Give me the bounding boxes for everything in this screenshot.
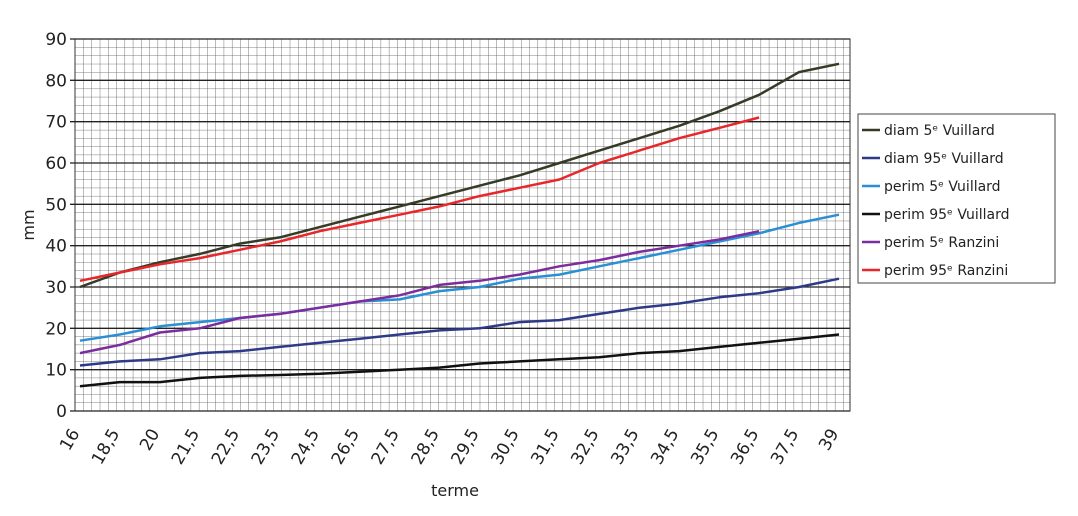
- series-line: [79, 333, 840, 388]
- legend-label: perim 5ᵉ Vuillard: [884, 179, 1001, 195]
- series-line: [79, 277, 840, 367]
- x-tick-label: 35,5: [687, 426, 723, 469]
- x-tick-label: 23,5: [248, 426, 284, 469]
- legend-label: diam 95ᵉ Vuillard: [884, 151, 1004, 167]
- y-tick-label: 90: [45, 30, 67, 50]
- x-tick-label: 29,5: [448, 426, 484, 469]
- x-tick-label: 21,5: [168, 426, 204, 469]
- x-tick-label: 16: [56, 426, 84, 455]
- x-tick-label: 22,5: [208, 426, 244, 469]
- legend-label: perim 95ᵉ Ranzini: [884, 263, 1008, 279]
- x-tick-label: 18,5: [88, 426, 124, 469]
- legend-label: perim 95ᵉ Vuillard: [884, 207, 1009, 223]
- series-line: [79, 229, 760, 355]
- x-tick-label: 30,5: [488, 426, 524, 469]
- x-tick-label: 32,5: [567, 426, 603, 469]
- y-tick-label: 40: [45, 237, 67, 257]
- x-tick-label: 37,5: [767, 426, 803, 469]
- legend: [857, 113, 1056, 284]
- series-line: [79, 116, 760, 283]
- x-tick-label: 31,5: [527, 426, 563, 469]
- x-tick-label: 27,5: [368, 426, 404, 469]
- x-tick-label: 33,5: [607, 426, 643, 469]
- x-tick-label: 26,5: [328, 426, 364, 469]
- x-tick-label: 24,5: [288, 426, 324, 469]
- x-tick-label: 20: [136, 426, 164, 455]
- series-line: [79, 62, 840, 289]
- plot-area: [74, 38, 851, 412]
- x-axis-title: terme: [431, 481, 479, 500]
- y-tick-label: 70: [45, 113, 67, 133]
- x-tick-label: 36,5: [727, 426, 763, 469]
- series-line: [79, 213, 840, 342]
- y-tick-label: 10: [45, 361, 67, 381]
- x-tick-label: 34,5: [647, 426, 683, 469]
- y-tick-label: 20: [45, 319, 67, 339]
- y-tick-label: 80: [45, 71, 67, 91]
- x-tick-label: 39: [815, 426, 843, 455]
- y-tick-label: 60: [45, 154, 67, 174]
- y-tick-label: 0: [56, 402, 67, 422]
- x-tick-label: 28,5: [408, 426, 444, 469]
- y-tick-label: 50: [45, 195, 67, 215]
- legend-label: perim 5ᵉ Ranzini: [884, 235, 999, 251]
- y-axis-title: mm: [19, 209, 38, 240]
- y-tick-label: 30: [45, 278, 67, 298]
- legend-label: diam 5ᵉ Vuillard: [884, 123, 995, 139]
